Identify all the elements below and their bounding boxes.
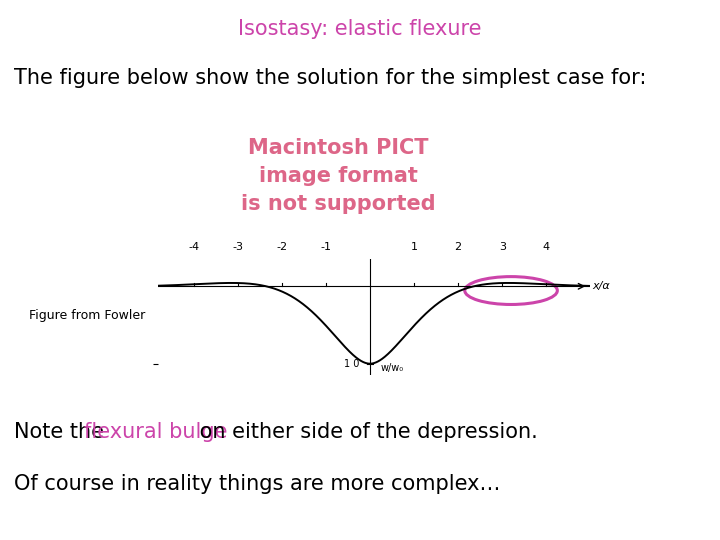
Text: Figure from Fowler: Figure from Fowler [29, 309, 145, 322]
Text: Isostasy: elastic flexure: Isostasy: elastic flexure [238, 19, 482, 39]
Text: Macintosh PICT
image format
is not supported: Macintosh PICT image format is not suppo… [241, 138, 436, 213]
Text: 1 0: 1 0 [343, 359, 359, 369]
Text: on either side of the depression.: on either side of the depression. [194, 422, 538, 442]
Text: w/w₀: w/w₀ [381, 363, 404, 373]
Text: Note the: Note the [14, 422, 111, 442]
Text: x/α: x/α [593, 280, 611, 291]
Text: flexural bulge: flexural bulge [84, 422, 228, 442]
Text: Of course in reality things are more complex…: Of course in reality things are more com… [14, 474, 500, 494]
Text: The figure below show the solution for the simplest case for:: The figure below show the solution for t… [14, 68, 647, 89]
